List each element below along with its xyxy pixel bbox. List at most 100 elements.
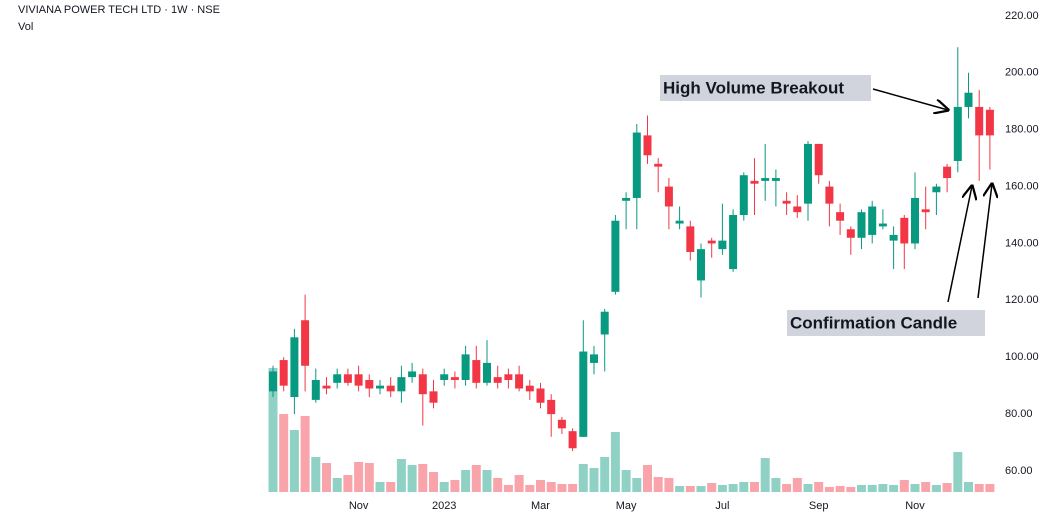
volume-bar <box>418 464 428 492</box>
volume-bar <box>728 484 738 492</box>
candle-body <box>900 217 909 244</box>
candle-body <box>889 234 898 241</box>
volume-bar <box>450 480 460 492</box>
volume-bar <box>311 457 321 492</box>
volume-bar <box>707 483 717 492</box>
volume-bar <box>632 478 642 492</box>
volume-bar <box>685 486 695 492</box>
candle-body <box>793 206 802 213</box>
volume-bar <box>471 465 481 492</box>
candle-body <box>343 374 352 383</box>
y-tick-label: 200.00 <box>1005 67 1039 79</box>
candle-body <box>782 200 791 204</box>
volume-bar <box>953 452 963 492</box>
volume-bar <box>931 485 941 492</box>
volume-bar <box>332 478 342 492</box>
volume-bar <box>792 478 802 492</box>
volume-bar <box>610 432 620 492</box>
candle-body <box>504 374 513 380</box>
candle-body <box>932 186 941 193</box>
x-tick-label: 2023 <box>432 500 456 512</box>
candle-body <box>846 229 855 238</box>
y-tick-label: 140.00 <box>1005 237 1039 249</box>
volume-bar <box>396 459 406 492</box>
candle-body <box>579 351 588 437</box>
x-tick-label: Nov <box>905 500 925 512</box>
y-tick-label: 160.00 <box>1005 180 1039 192</box>
volume-bar <box>675 486 685 492</box>
candle-body <box>440 374 449 380</box>
candle-body <box>279 360 288 386</box>
volume-bar <box>835 486 845 492</box>
candle-body <box>525 385 534 392</box>
volume-bar <box>750 482 759 492</box>
volume-bar <box>867 485 877 492</box>
y-tick-label: 80.00 <box>1005 408 1033 420</box>
candle-body <box>804 143 812 204</box>
candle-body <box>408 371 417 378</box>
candle-body <box>429 391 438 403</box>
candle-body <box>643 135 652 156</box>
x-tick-label: Mar <box>531 500 550 512</box>
volume-bar <box>557 484 567 492</box>
candle-body <box>386 385 395 392</box>
arrow <box>947 186 972 303</box>
candle-body <box>322 385 331 389</box>
volume-bar <box>514 475 524 492</box>
candle-body <box>301 320 310 366</box>
candle-body <box>707 240 716 244</box>
volume-bar <box>578 464 588 492</box>
annotation-box <box>660 75 871 101</box>
volume-bar <box>375 482 385 492</box>
candle-body <box>836 212 845 221</box>
y-tick-label: 100.00 <box>1005 351 1039 363</box>
x-tick-label: May <box>616 500 637 512</box>
x-tick-label: Nov <box>349 500 369 512</box>
candle-body <box>290 337 299 398</box>
candle-body <box>365 379 374 389</box>
volume-bar <box>503 485 513 492</box>
volume-bar <box>846 487 856 492</box>
volume-bar <box>568 484 578 492</box>
candle-body <box>750 180 759 184</box>
candle-body <box>536 388 545 403</box>
volume-bar <box>600 457 610 492</box>
volume-bar <box>386 482 396 492</box>
candle-body <box>911 197 919 244</box>
candle-body <box>418 374 427 395</box>
annotation: Confirmation Candle <box>790 313 957 332</box>
volume-bar <box>653 477 663 492</box>
volume-bar <box>525 485 535 492</box>
volume-bar <box>921 482 931 492</box>
volume-bar <box>493 478 503 492</box>
volume-bar <box>824 487 834 492</box>
x-tick-label: Sep <box>809 500 829 512</box>
volume-bar <box>696 486 706 492</box>
volume-bar <box>343 475 353 492</box>
candle-body <box>729 215 738 270</box>
candle-body <box>450 377 459 380</box>
annotation: High Volume Breakout <box>663 78 844 97</box>
candle-body <box>697 249 705 281</box>
candle-body <box>600 311 609 335</box>
candle-body <box>761 178 770 181</box>
candle-body <box>771 178 780 181</box>
candle-body <box>921 209 930 213</box>
candle-body <box>814 143 823 176</box>
annotation-box <box>787 310 985 336</box>
candle-body <box>493 377 502 383</box>
volume-bar <box>364 463 374 492</box>
volume-bar <box>589 468 599 492</box>
volume-bar <box>878 484 888 492</box>
volume-bar <box>782 484 792 492</box>
volume-bar <box>621 470 631 492</box>
volume-bar <box>717 485 727 492</box>
volume-bar <box>964 482 973 492</box>
candle-body <box>654 163 663 167</box>
volume-bar <box>942 483 952 492</box>
volume-bar <box>643 465 652 492</box>
volume-bar <box>814 482 824 492</box>
volume-bar <box>857 485 866 492</box>
y-tick-label: 180.00 <box>1005 124 1039 136</box>
